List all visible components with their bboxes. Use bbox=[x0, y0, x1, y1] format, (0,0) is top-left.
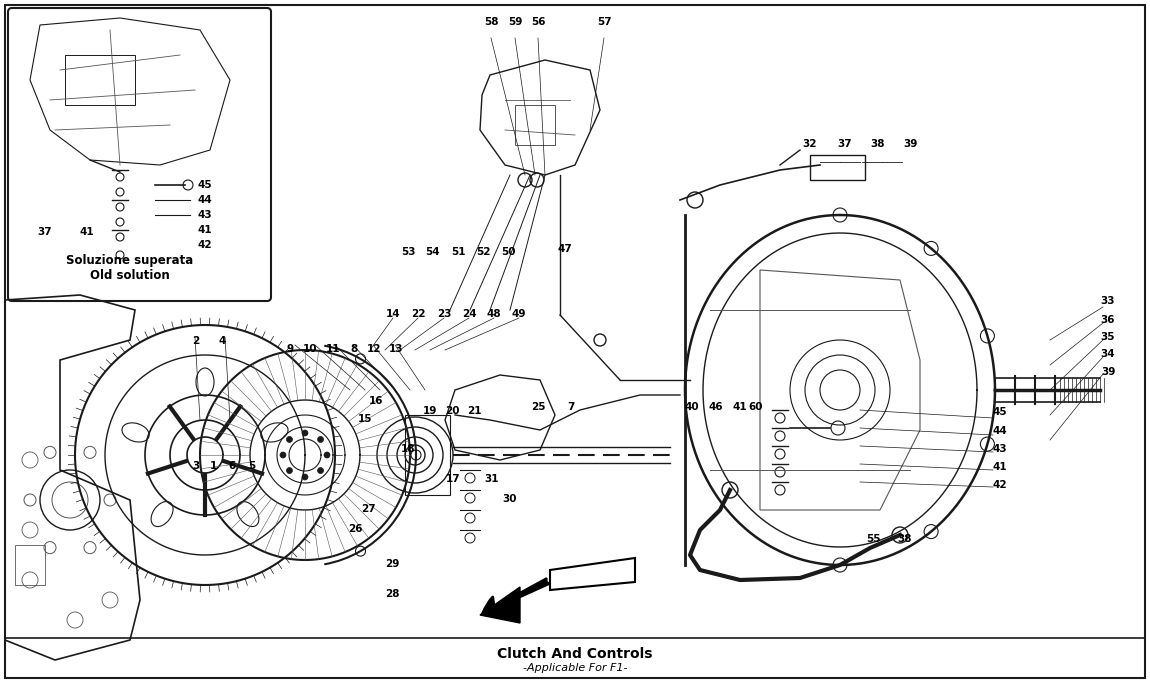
Text: 13: 13 bbox=[389, 344, 404, 354]
Text: 41: 41 bbox=[81, 227, 94, 237]
Text: 20: 20 bbox=[445, 406, 459, 416]
Text: -Applicable For F1-: -Applicable For F1- bbox=[523, 663, 627, 673]
Text: 49: 49 bbox=[512, 309, 527, 319]
Bar bbox=[810, 155, 865, 180]
Text: 8: 8 bbox=[351, 344, 358, 354]
Text: 6: 6 bbox=[229, 461, 236, 471]
Circle shape bbox=[286, 436, 292, 443]
Text: 21: 21 bbox=[467, 406, 481, 416]
Text: 35: 35 bbox=[1101, 332, 1116, 342]
Text: 18: 18 bbox=[400, 444, 415, 454]
Circle shape bbox=[317, 436, 323, 443]
Text: 24: 24 bbox=[461, 309, 476, 319]
Text: 45: 45 bbox=[992, 407, 1007, 417]
Text: 17: 17 bbox=[446, 474, 460, 484]
Text: 4: 4 bbox=[218, 336, 225, 346]
Text: 14: 14 bbox=[385, 309, 400, 319]
Text: 9: 9 bbox=[286, 344, 293, 354]
Text: 58: 58 bbox=[484, 17, 498, 27]
Text: 31: 31 bbox=[485, 474, 499, 484]
Text: 44: 44 bbox=[198, 195, 213, 205]
Text: 37: 37 bbox=[37, 227, 52, 237]
Text: 19: 19 bbox=[423, 406, 437, 416]
Text: 47: 47 bbox=[558, 244, 573, 254]
Text: 16: 16 bbox=[369, 396, 383, 406]
Text: 55: 55 bbox=[866, 534, 880, 544]
Text: Clutch And Controls: Clutch And Controls bbox=[497, 647, 653, 661]
Text: 10: 10 bbox=[302, 344, 317, 354]
Text: 25: 25 bbox=[531, 402, 545, 412]
Text: 43: 43 bbox=[992, 444, 1007, 454]
Text: 27: 27 bbox=[361, 504, 375, 514]
Bar bbox=[66, 55, 135, 105]
Text: 22: 22 bbox=[411, 309, 425, 319]
Text: 5: 5 bbox=[248, 461, 255, 471]
Text: 43: 43 bbox=[198, 210, 213, 220]
Text: 3: 3 bbox=[192, 461, 200, 471]
Text: 51: 51 bbox=[451, 247, 466, 257]
Text: 11: 11 bbox=[325, 344, 340, 354]
Text: 54: 54 bbox=[424, 247, 439, 257]
Bar bbox=[405, 415, 450, 495]
Text: 15: 15 bbox=[358, 414, 373, 424]
Text: 50: 50 bbox=[500, 247, 515, 257]
Text: 28: 28 bbox=[385, 589, 399, 599]
Text: 34: 34 bbox=[1101, 349, 1116, 359]
Text: 44: 44 bbox=[992, 426, 1007, 436]
Text: 60: 60 bbox=[749, 402, 764, 412]
Text: 36: 36 bbox=[1101, 315, 1116, 325]
Circle shape bbox=[317, 468, 323, 473]
Bar bbox=[515, 105, 555, 145]
Text: 57: 57 bbox=[597, 17, 612, 27]
Text: 39: 39 bbox=[1101, 367, 1116, 377]
Text: 32: 32 bbox=[803, 139, 818, 149]
Text: 41: 41 bbox=[198, 225, 213, 235]
Circle shape bbox=[302, 430, 308, 436]
Polygon shape bbox=[480, 587, 520, 623]
Polygon shape bbox=[550, 558, 635, 590]
Text: 38: 38 bbox=[898, 534, 912, 544]
Text: 23: 23 bbox=[437, 309, 451, 319]
Text: 1: 1 bbox=[209, 461, 216, 471]
Circle shape bbox=[324, 452, 330, 458]
Text: 41: 41 bbox=[733, 402, 748, 412]
Text: Soluzione superata
Old solution: Soluzione superata Old solution bbox=[67, 254, 193, 282]
Text: 42: 42 bbox=[198, 240, 213, 250]
Bar bbox=[15, 545, 45, 585]
Text: 59: 59 bbox=[508, 17, 522, 27]
Text: 7: 7 bbox=[567, 402, 575, 412]
Text: 33: 33 bbox=[1101, 296, 1116, 306]
Text: 39: 39 bbox=[903, 139, 918, 149]
Text: 52: 52 bbox=[476, 247, 490, 257]
Text: 40: 40 bbox=[684, 402, 699, 412]
Circle shape bbox=[279, 452, 286, 458]
Text: 48: 48 bbox=[486, 309, 501, 319]
Text: 30: 30 bbox=[503, 494, 518, 504]
Text: 46: 46 bbox=[708, 402, 723, 412]
Text: 12: 12 bbox=[367, 344, 382, 354]
Text: 53: 53 bbox=[400, 247, 415, 257]
Text: 2: 2 bbox=[192, 336, 200, 346]
Text: 42: 42 bbox=[992, 480, 1007, 490]
Text: 38: 38 bbox=[871, 139, 886, 149]
Text: 37: 37 bbox=[837, 139, 852, 149]
Text: 41: 41 bbox=[992, 462, 1007, 472]
Text: 45: 45 bbox=[198, 180, 213, 190]
Circle shape bbox=[286, 468, 292, 473]
FancyBboxPatch shape bbox=[8, 8, 271, 301]
Circle shape bbox=[302, 474, 308, 480]
Text: 56: 56 bbox=[531, 17, 545, 27]
Text: 29: 29 bbox=[385, 559, 399, 569]
Text: 26: 26 bbox=[347, 524, 362, 534]
